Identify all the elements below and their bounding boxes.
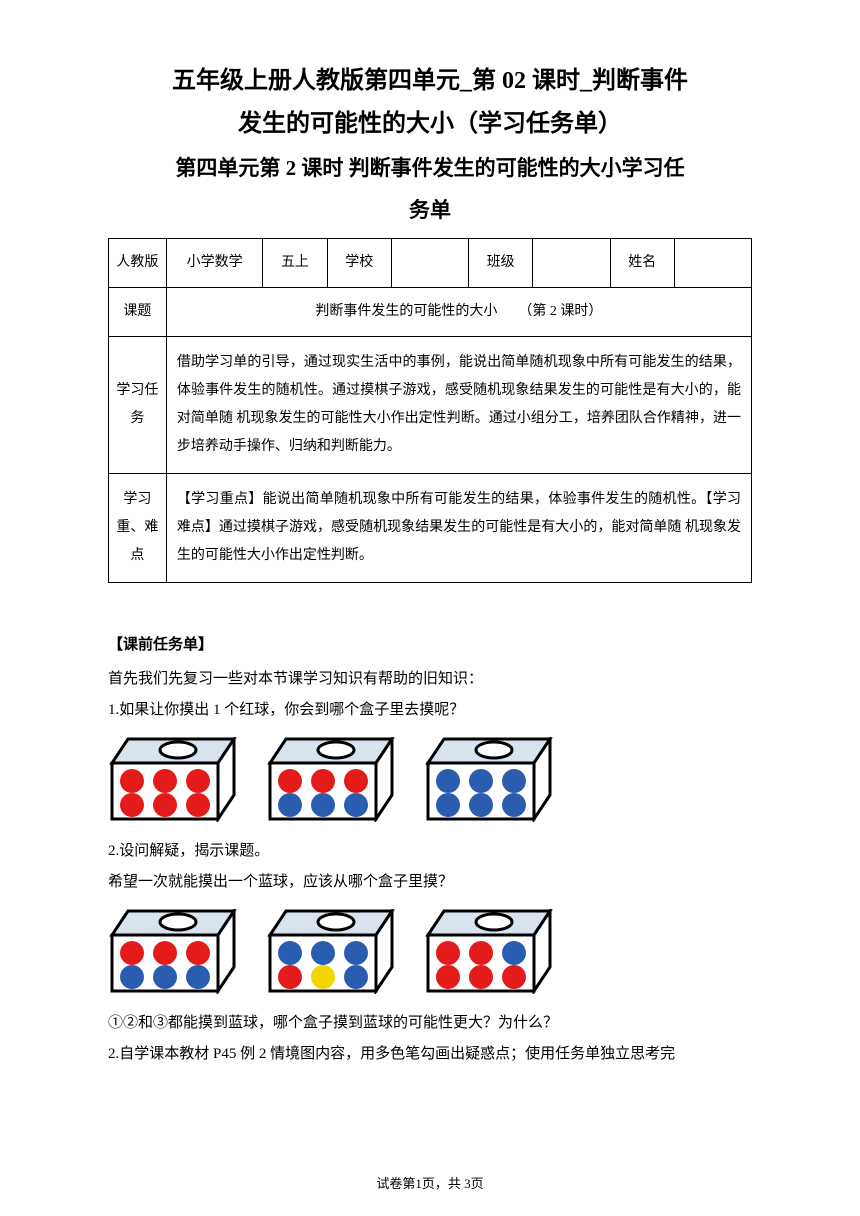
cell-subject: 小学数学 <box>166 238 262 287</box>
cell-grade: 五上 <box>263 238 327 287</box>
box-row-1 <box>108 737 752 822</box>
main-title-line2: 发生的可能性的大小（学习任务单） <box>108 103 752 146</box>
box-icon <box>424 737 554 822</box>
cell-topic-label: 课题 <box>109 287 167 336</box>
cell-topic-content: 判断事件发生的可能性的大小 （第 2 课时） <box>166 287 751 336</box>
box-icon <box>424 909 554 994</box>
cell-task-label: 学习任务 <box>109 336 167 473</box>
table-row: 课题 判断事件发生的可能性的大小 （第 2 课时） <box>109 287 752 336</box>
ball-box <box>424 737 554 822</box>
question-followup: ①②和③都能摸到蓝球，哪个盒子摸到蓝球的可能性更大？为什么？ <box>108 1008 752 1040</box>
info-table: 人教版 小学数学 五上 学校 班级 姓名 课题 判断事件发生的可能性的大小 （第… <box>108 238 752 583</box>
cell-edition: 人教版 <box>109 238 167 287</box>
box-row-2 <box>108 909 752 994</box>
paragraph-intro: 首先我们先复习一些对本节课学习知识有帮助的旧知识： <box>108 664 752 696</box>
cell-task-content: 借助学习单的引导，通过现实生活中的事例，能说出简单随机现象中所有可能发生的结果，… <box>166 336 751 473</box>
cell-class-value[interactable] <box>533 238 610 287</box>
paragraph-3: 希望一次就能摸出一个蓝球，应该从哪个盒子里摸？ <box>108 867 752 899</box>
question-1: 1.如果让你摸出 1 个红球，你会到哪个盒子里去摸呢？ <box>108 695 752 727</box>
paragraph-selfstudy: 2.自学课本教材 P45 例 2 情境图内容，用多色笔勾画出疑惑点；使用任务单独… <box>108 1039 752 1071</box>
box-icon <box>108 737 238 822</box>
subtitle-line2: 务单 <box>108 192 752 230</box>
ball-box <box>266 737 396 822</box>
ball-box <box>108 737 238 822</box>
cell-keypoints-label: 学习重、难点 <box>109 473 167 582</box>
paragraph-2: 2.设问解疑，揭示课题。 <box>108 836 752 868</box>
cell-keypoints-content: 【学习重点】能说出简单随机现象中所有可能发生的结果，体验事件发生的随机性。【学习… <box>166 473 751 582</box>
cell-name-label: 姓名 <box>610 238 674 287</box>
box-icon <box>108 909 238 994</box>
ball-box <box>266 909 396 994</box>
ball-box <box>108 909 238 994</box>
subtitle-line1: 第四单元第 2 课时 判断事件发生的可能性的大小学习任 <box>108 150 752 188</box>
ball-box <box>424 909 554 994</box>
table-row: 学习任务 借助学习单的引导，通过现实生活中的事例，能说出简单随机现象中所有可能发… <box>109 336 752 473</box>
cell-school-value[interactable] <box>391 238 468 287</box>
cell-school-label: 学校 <box>327 238 391 287</box>
main-title-line1: 五年级上册人教版第四单元_第 02 课时_判断事件 <box>108 60 752 103</box>
pretask-header: 【课前任务单】 <box>108 633 752 654</box>
table-row: 人教版 小学数学 五上 学校 班级 姓名 <box>109 238 752 287</box>
table-row: 学习重、难点 【学习重点】能说出简单随机现象中所有可能发生的结果，体验事件发生的… <box>109 473 752 582</box>
box-icon <box>266 737 396 822</box>
box-icon <box>266 909 396 994</box>
cell-name-value[interactable] <box>674 238 751 287</box>
page-footer: 试卷第1页，共 3页 <box>0 1173 860 1192</box>
cell-class-label: 班级 <box>469 238 533 287</box>
